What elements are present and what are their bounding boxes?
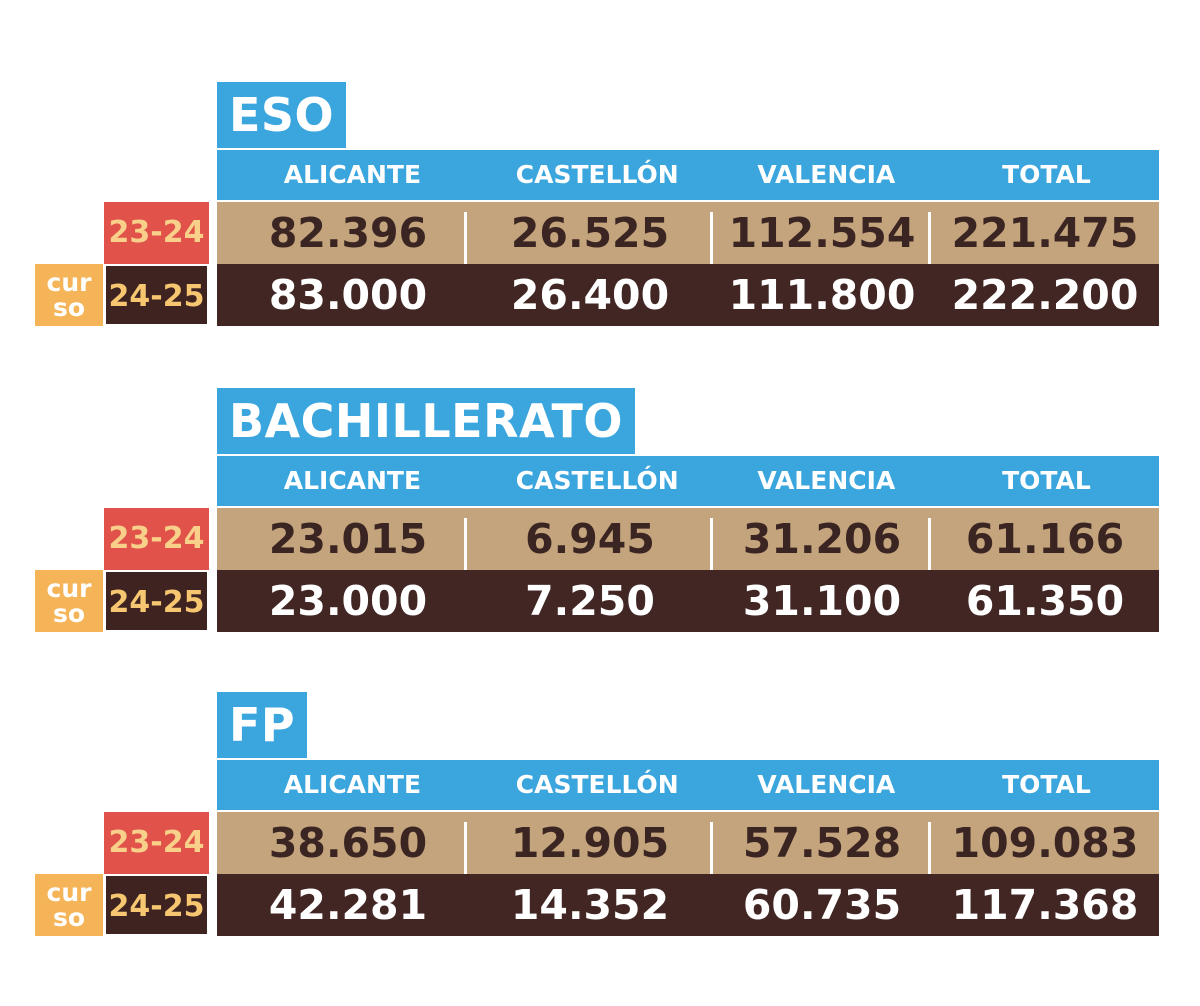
column-header-row: ALICANTE CASTELLÓN VALENCIA TOTAL xyxy=(217,456,1159,506)
year-label-24-25: 24-25 xyxy=(104,264,209,326)
cell-total: 61.166 xyxy=(965,515,1125,563)
cell-valencia: 31.100 xyxy=(742,577,902,625)
cell-total: 221.475 xyxy=(951,209,1139,257)
curso-label-bottom: so xyxy=(52,903,86,932)
column-header-total: TOTAL xyxy=(1002,160,1091,189)
table-row-24-25: 23.000 7.250 31.100 61.350 xyxy=(217,570,1159,632)
cell-alicante: 82.396 xyxy=(217,202,467,318)
cell-alicante: 23.000 xyxy=(268,577,428,625)
cell-valencia: 60.735 xyxy=(742,881,902,929)
column-header-castellon: CASTELLÓN xyxy=(515,466,679,495)
column-header-alicante: ALICANTE xyxy=(283,160,422,189)
cell-castellon: 12.905 xyxy=(467,812,713,928)
cell-total: 61.350 xyxy=(965,577,1125,625)
curso-label-top: cur xyxy=(46,878,92,907)
year-label-24-25: 24-25 xyxy=(104,570,209,632)
section-title: BACHILLERATO xyxy=(217,388,636,454)
curso-label-top: cur xyxy=(46,268,92,297)
cell-castellon: 7.250 xyxy=(525,577,655,625)
cell-castellon: 26.400 xyxy=(510,271,670,319)
cell-castellon: 14.352 xyxy=(510,881,670,929)
table-row-23-24: 23.015 6.945 31.206 61.166 xyxy=(217,508,1159,624)
year-label-23-24: 23-24 xyxy=(104,812,209,874)
table-row-23-24: 82.396 26.525 112.554 221.475 xyxy=(217,202,1159,318)
cell-total: 109.083 xyxy=(951,819,1139,867)
column-header-total: TOTAL xyxy=(1002,466,1091,495)
table-row-24-25: 83.000 26.400 111.800 222.200 xyxy=(217,264,1159,326)
curso-label-bottom: so xyxy=(52,293,86,322)
cell-valencia: 111.800 xyxy=(728,271,916,319)
section-title: FP xyxy=(217,692,308,758)
section-title: ESO xyxy=(217,82,347,148)
column-header-valencia: VALENCIA xyxy=(757,770,896,799)
curso-badge: cur so xyxy=(35,874,103,936)
column-header-row: ALICANTE CASTELLÓN VALENCIA TOTAL xyxy=(217,760,1159,810)
curso-badge: cur so xyxy=(35,570,103,632)
cell-alicante: 23.015 xyxy=(217,508,467,624)
table-row-23-24: 38.650 12.905 57.528 109.083 xyxy=(217,812,1159,928)
curso-label-top: cur xyxy=(46,574,92,603)
curso-badge: cur so xyxy=(35,264,103,326)
cell-alicante: 42.281 xyxy=(268,881,428,929)
column-header-alicante: ALICANTE xyxy=(283,466,422,495)
column-header-castellon: CASTELLÓN xyxy=(515,160,679,189)
year-label-23-24: 23-24 xyxy=(104,508,209,570)
year-label-23-24: 23-24 xyxy=(104,202,209,264)
column-header-total: TOTAL xyxy=(1002,770,1091,799)
column-header-valencia: VALENCIA xyxy=(757,160,896,189)
column-header-castellon: CASTELLÓN xyxy=(515,770,679,799)
year-label-24-25: 24-25 xyxy=(104,874,209,936)
cell-castellon: 26.525 xyxy=(467,202,713,318)
column-header-valencia: VALENCIA xyxy=(757,466,896,495)
cell-total: 117.368 xyxy=(951,881,1139,929)
cell-valencia: 31.206 xyxy=(713,508,931,624)
cell-alicante: 83.000 xyxy=(268,271,428,319)
curso-label-bottom: so xyxy=(52,599,86,628)
cell-alicante: 38.650 xyxy=(217,812,467,928)
column-header-alicante: ALICANTE xyxy=(283,770,422,799)
cell-castellon: 6.945 xyxy=(467,508,713,624)
table-row-24-25: 42.281 14.352 60.735 117.368 xyxy=(217,874,1159,936)
cell-valencia: 57.528 xyxy=(713,812,931,928)
cell-total: 222.200 xyxy=(951,271,1139,319)
column-header-row: ALICANTE CASTELLÓN VALENCIA TOTAL xyxy=(217,150,1159,200)
cell-valencia: 112.554 xyxy=(713,202,931,318)
